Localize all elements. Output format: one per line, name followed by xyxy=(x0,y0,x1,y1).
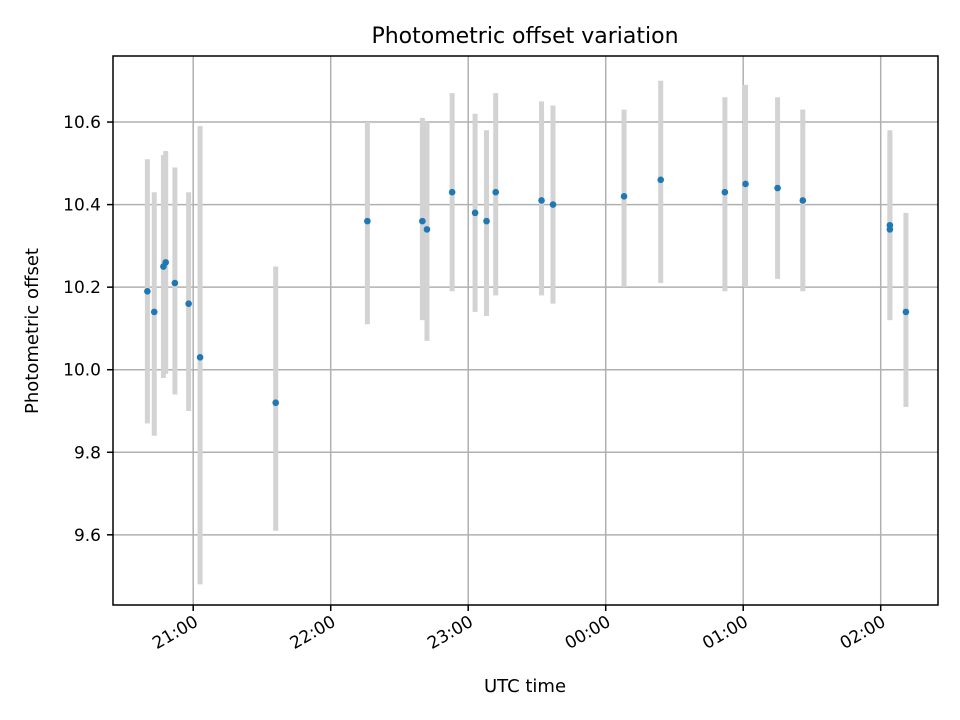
data-point xyxy=(538,197,545,204)
data-point xyxy=(448,188,456,196)
y-tick-label: 10.4 xyxy=(63,196,101,216)
data-point xyxy=(549,201,557,208)
y-tick-label: 10.0 xyxy=(63,361,101,381)
data-point xyxy=(185,300,192,307)
data-point xyxy=(272,399,280,407)
x-axis: 21:00 22:00 23:00 00:00 01:00 02:00 xyxy=(149,605,889,654)
grid xyxy=(113,56,938,605)
data-point xyxy=(742,180,749,188)
data-point xyxy=(171,279,179,287)
y-tick-label: 10.6 xyxy=(63,113,101,133)
y-axis-label: Photometric offset xyxy=(22,248,43,414)
data-point xyxy=(196,354,204,361)
data-point xyxy=(492,188,500,196)
chart-title: Photometric offset variation xyxy=(371,24,678,49)
x-tick-label: 22:00 xyxy=(287,612,339,654)
data-point xyxy=(483,217,490,225)
data-point xyxy=(620,193,628,200)
data-point xyxy=(657,176,665,184)
x-tick-label: 23:00 xyxy=(424,612,476,654)
data-points xyxy=(144,176,910,407)
y-axis: 9.6 9.8 10.0 10.2 10.4 10.6 xyxy=(63,113,113,546)
data-point xyxy=(364,217,371,225)
x-tick-label: 02:00 xyxy=(837,612,889,654)
data-point xyxy=(886,221,894,229)
error-bars xyxy=(144,80,909,585)
data-point xyxy=(423,226,431,233)
data-point xyxy=(150,308,158,316)
plot-frame xyxy=(112,55,939,606)
x-tick-label: 00:00 xyxy=(562,612,614,654)
x-tick-label: 21:00 xyxy=(149,612,201,654)
y-tick-label: 9.6 xyxy=(74,526,101,546)
y-tick-label: 9.8 xyxy=(74,443,101,463)
data-point xyxy=(162,259,170,266)
data-point xyxy=(721,188,729,196)
x-axis-label: UTC time xyxy=(484,676,566,697)
data-point xyxy=(774,184,781,192)
x-tick-label: 01:00 xyxy=(699,612,751,654)
data-point xyxy=(799,197,807,204)
data-point xyxy=(419,217,426,225)
data-point xyxy=(902,308,910,316)
y-tick-label: 10.2 xyxy=(63,278,101,298)
data-point xyxy=(144,287,151,295)
data-point xyxy=(471,209,479,217)
